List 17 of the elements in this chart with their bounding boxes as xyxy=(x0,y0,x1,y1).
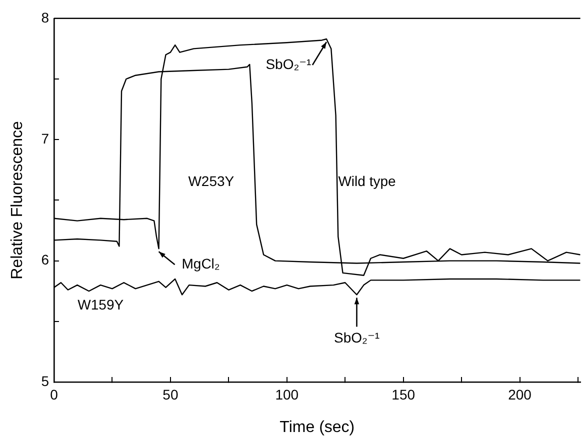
y-tick-label: 7 xyxy=(41,130,50,146)
series-label: Wild type xyxy=(338,172,396,189)
y-tick-label: 6 xyxy=(41,252,50,268)
x-tick-label: 0 xyxy=(50,386,58,402)
x-tick-label: 150 xyxy=(392,386,416,402)
series-label: W253Y xyxy=(188,172,235,189)
annotation: SbO₂⁻¹ xyxy=(266,56,312,72)
x-tick-label: 100 xyxy=(275,386,299,402)
x-tick-label: 200 xyxy=(508,386,532,402)
x-axis-title: Time (sec) xyxy=(280,418,355,436)
y-tick-label: 8 xyxy=(41,9,50,26)
y-tick-label: 5 xyxy=(41,372,50,389)
x-tick-label: 50 xyxy=(162,386,178,402)
annotation: MgCl₂ xyxy=(182,256,220,272)
annotation: SbO₂⁻¹ xyxy=(334,330,380,346)
y-axis-title: Relative Fluorescence xyxy=(9,120,26,280)
series-label: W159Y xyxy=(78,296,124,313)
